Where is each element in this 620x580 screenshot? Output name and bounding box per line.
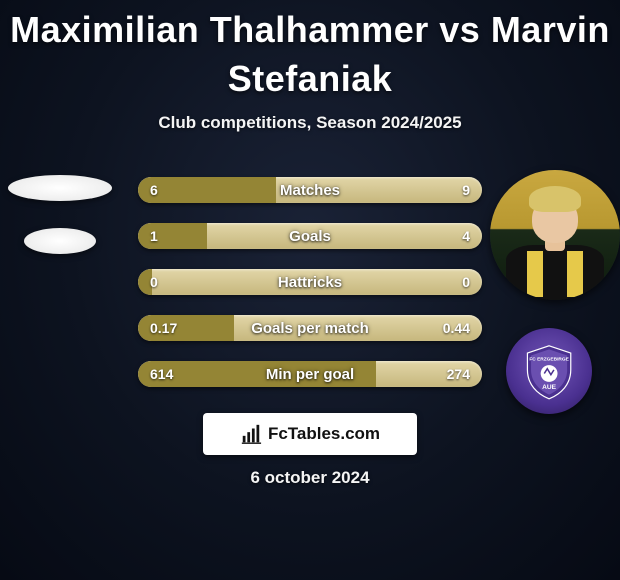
stat-row: 69Matches bbox=[138, 177, 482, 203]
title-line-2: Stefaniak bbox=[228, 58, 393, 99]
shield-icon: FC ERZGEBIRGE AUE bbox=[519, 341, 579, 401]
stat-row: 0.170.44Goals per match bbox=[138, 315, 482, 341]
stat-label: Hattricks bbox=[138, 269, 482, 295]
stat-label: Goals per match bbox=[138, 315, 482, 341]
stat-label: Min per goal bbox=[138, 361, 482, 387]
stat-label: Goals bbox=[138, 223, 482, 249]
stat-row: 00Hattricks bbox=[138, 269, 482, 295]
club-left-logo bbox=[24, 228, 96, 254]
title-line-1: Maximilian Thalhammer vs Marvin bbox=[10, 9, 610, 50]
stat-row: 614274Min per goal bbox=[138, 361, 482, 387]
bar-chart-icon bbox=[240, 423, 262, 445]
date-text: 6 october 2024 bbox=[0, 468, 620, 488]
player-right-photo bbox=[490, 170, 620, 300]
player-left-photo bbox=[8, 175, 112, 201]
club-text-top: FC ERZGEBIRGE bbox=[529, 356, 569, 362]
photo-hair bbox=[529, 186, 581, 212]
brand-text: FcTables.com bbox=[268, 424, 380, 444]
stat-label: Matches bbox=[138, 177, 482, 203]
club-text-bottom: AUE bbox=[542, 384, 557, 391]
subtitle: Club competitions, Season 2024/2025 bbox=[0, 113, 620, 133]
page-title: Maximilian Thalhammer vs Marvin Stefania… bbox=[0, 6, 620, 103]
stat-row: 14Goals bbox=[138, 223, 482, 249]
brand-badge[interactable]: FcTables.com bbox=[203, 413, 417, 455]
stats-bars: 69Matches 14Goals 00Hattricks 0.170.44Goals… bbox=[138, 177, 482, 407]
club-right-logo: FC ERZGEBIRGE AUE bbox=[506, 328, 592, 414]
club-inner-circle bbox=[541, 365, 558, 382]
photo-jersey bbox=[506, 245, 605, 300]
